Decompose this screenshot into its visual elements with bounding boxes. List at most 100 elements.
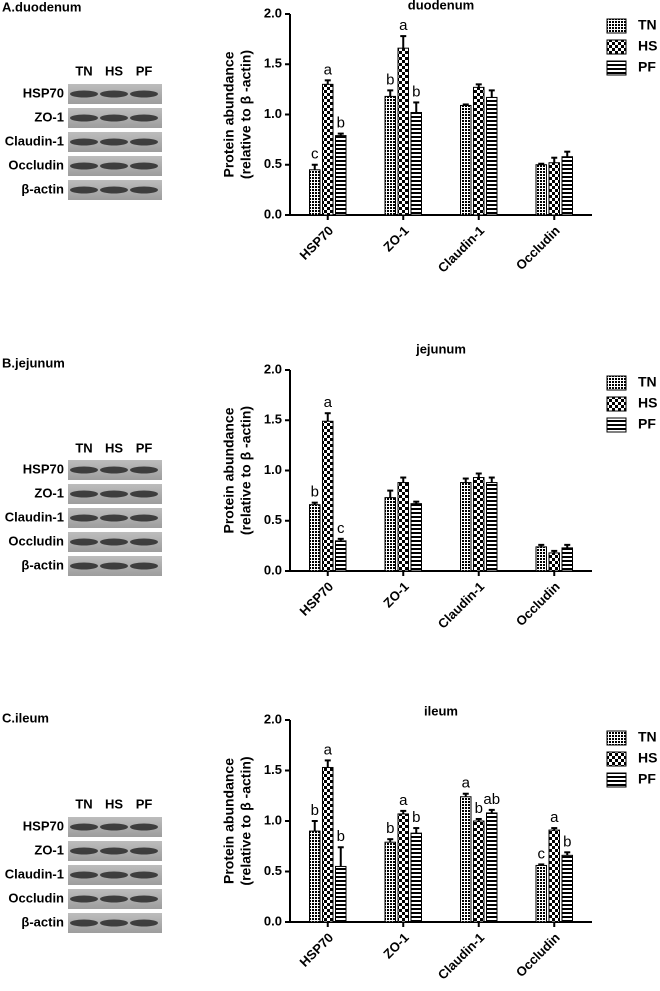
significance-letter: a xyxy=(550,809,559,826)
blot-band xyxy=(70,514,98,522)
blot-band xyxy=(100,138,128,146)
blot-band xyxy=(130,538,158,546)
legend-swatch xyxy=(606,417,627,433)
blot-band xyxy=(100,871,128,879)
legend-label: PF xyxy=(638,416,656,432)
y-tick-label: 2.0 xyxy=(264,361,282,376)
blot-band xyxy=(130,90,158,98)
blot-band xyxy=(70,562,98,570)
panel-label: B.jejunum xyxy=(2,355,65,370)
blot-band xyxy=(100,847,128,855)
x-tick-label: Occludin xyxy=(513,223,563,273)
significance-letter: a xyxy=(462,775,471,792)
legend-label: TN xyxy=(638,17,657,33)
blot-lane-label: HS xyxy=(105,63,123,78)
significance-letter: b xyxy=(311,484,319,501)
bar xyxy=(309,169,321,216)
y-tick-label: 0.5 xyxy=(264,156,282,171)
blot-band xyxy=(130,186,158,194)
legend-label: TN xyxy=(638,374,657,390)
bar xyxy=(397,482,409,572)
blot-lane-label: TN xyxy=(75,796,92,811)
y-tick-label: 0.0 xyxy=(264,206,282,221)
chart-title: ileum xyxy=(424,703,458,718)
blot-band xyxy=(100,538,128,546)
legend-label: HS xyxy=(638,750,657,766)
bar xyxy=(384,95,396,216)
significance-letter: b xyxy=(475,800,483,817)
bar xyxy=(322,420,334,572)
bar xyxy=(486,482,498,572)
bar xyxy=(473,820,485,923)
bar xyxy=(561,547,573,572)
y-tick-label: 0.5 xyxy=(264,863,282,878)
x-tick-label: Claudin-1 xyxy=(435,223,487,275)
blot-band xyxy=(70,186,98,194)
y-tick-label: 1.0 xyxy=(264,106,282,121)
blot-band xyxy=(100,162,128,170)
blot-band xyxy=(130,114,158,122)
chart-title: duodenum xyxy=(408,0,474,12)
significance-letter: c xyxy=(311,146,319,163)
bar xyxy=(548,552,560,572)
blot-band xyxy=(70,90,98,98)
blot-band xyxy=(70,162,98,170)
bar xyxy=(548,162,560,216)
bar xyxy=(335,540,347,572)
blot-row-label: ZO-1 xyxy=(34,109,64,124)
legend-label: HS xyxy=(638,38,657,54)
blot-row-label: ZO-1 xyxy=(34,842,64,857)
x-tick-label: Claudin-1 xyxy=(435,930,487,982)
blot-band xyxy=(70,895,98,903)
bar xyxy=(473,477,485,572)
blot-lane-label: PF xyxy=(136,63,153,78)
blot-band xyxy=(130,466,158,474)
blot-lane-label: TN xyxy=(75,440,92,455)
significance-letter: ab xyxy=(483,791,500,808)
y-tick-label: 1.0 xyxy=(264,462,282,477)
x-tick-label: ZO-1 xyxy=(380,223,412,255)
blot-band xyxy=(130,162,158,170)
blot-band xyxy=(130,919,158,927)
y-axis-label: (relative to β -actin) xyxy=(238,50,254,179)
blot-band xyxy=(100,562,128,570)
legend-label: PF xyxy=(638,771,656,787)
y-axis-label: (relative to β -actin) xyxy=(238,756,254,885)
legend-swatch xyxy=(606,396,627,412)
bar xyxy=(535,164,547,216)
blot-band xyxy=(130,871,158,879)
bar xyxy=(548,829,560,923)
y-axis-label: Protein abundance xyxy=(221,407,237,533)
bar xyxy=(561,156,573,216)
bar xyxy=(384,841,396,923)
significance-letter: a xyxy=(399,792,408,809)
bar xyxy=(335,135,347,216)
blot-lane-label: PF xyxy=(136,440,153,455)
blot-band xyxy=(130,490,158,498)
blot-band xyxy=(70,138,98,146)
blot-band xyxy=(100,823,128,831)
legend-label: HS xyxy=(638,395,657,411)
significance-letter: b xyxy=(337,115,345,132)
bar xyxy=(535,864,547,923)
bar xyxy=(322,83,334,216)
bar xyxy=(410,111,422,216)
blot-band xyxy=(100,114,128,122)
panel-label: A.duodenum xyxy=(2,0,81,14)
bar xyxy=(561,854,573,923)
blot-lane-label: HS xyxy=(105,440,123,455)
y-tick-label: 1.5 xyxy=(264,56,282,71)
blot-row-label: ZO-1 xyxy=(34,485,64,500)
bar xyxy=(335,865,347,923)
blot-band xyxy=(70,847,98,855)
legend-swatch xyxy=(606,39,627,55)
bar xyxy=(473,86,485,216)
blot-band xyxy=(100,186,128,194)
panel-label: C.ileum xyxy=(2,710,49,725)
x-tick-label: Claudin-1 xyxy=(435,579,487,631)
blot-row-label: β-actin xyxy=(21,181,64,196)
x-tick-label: HSP70 xyxy=(297,223,337,263)
significance-letter: b xyxy=(386,71,394,88)
significance-letter: a xyxy=(324,741,333,758)
